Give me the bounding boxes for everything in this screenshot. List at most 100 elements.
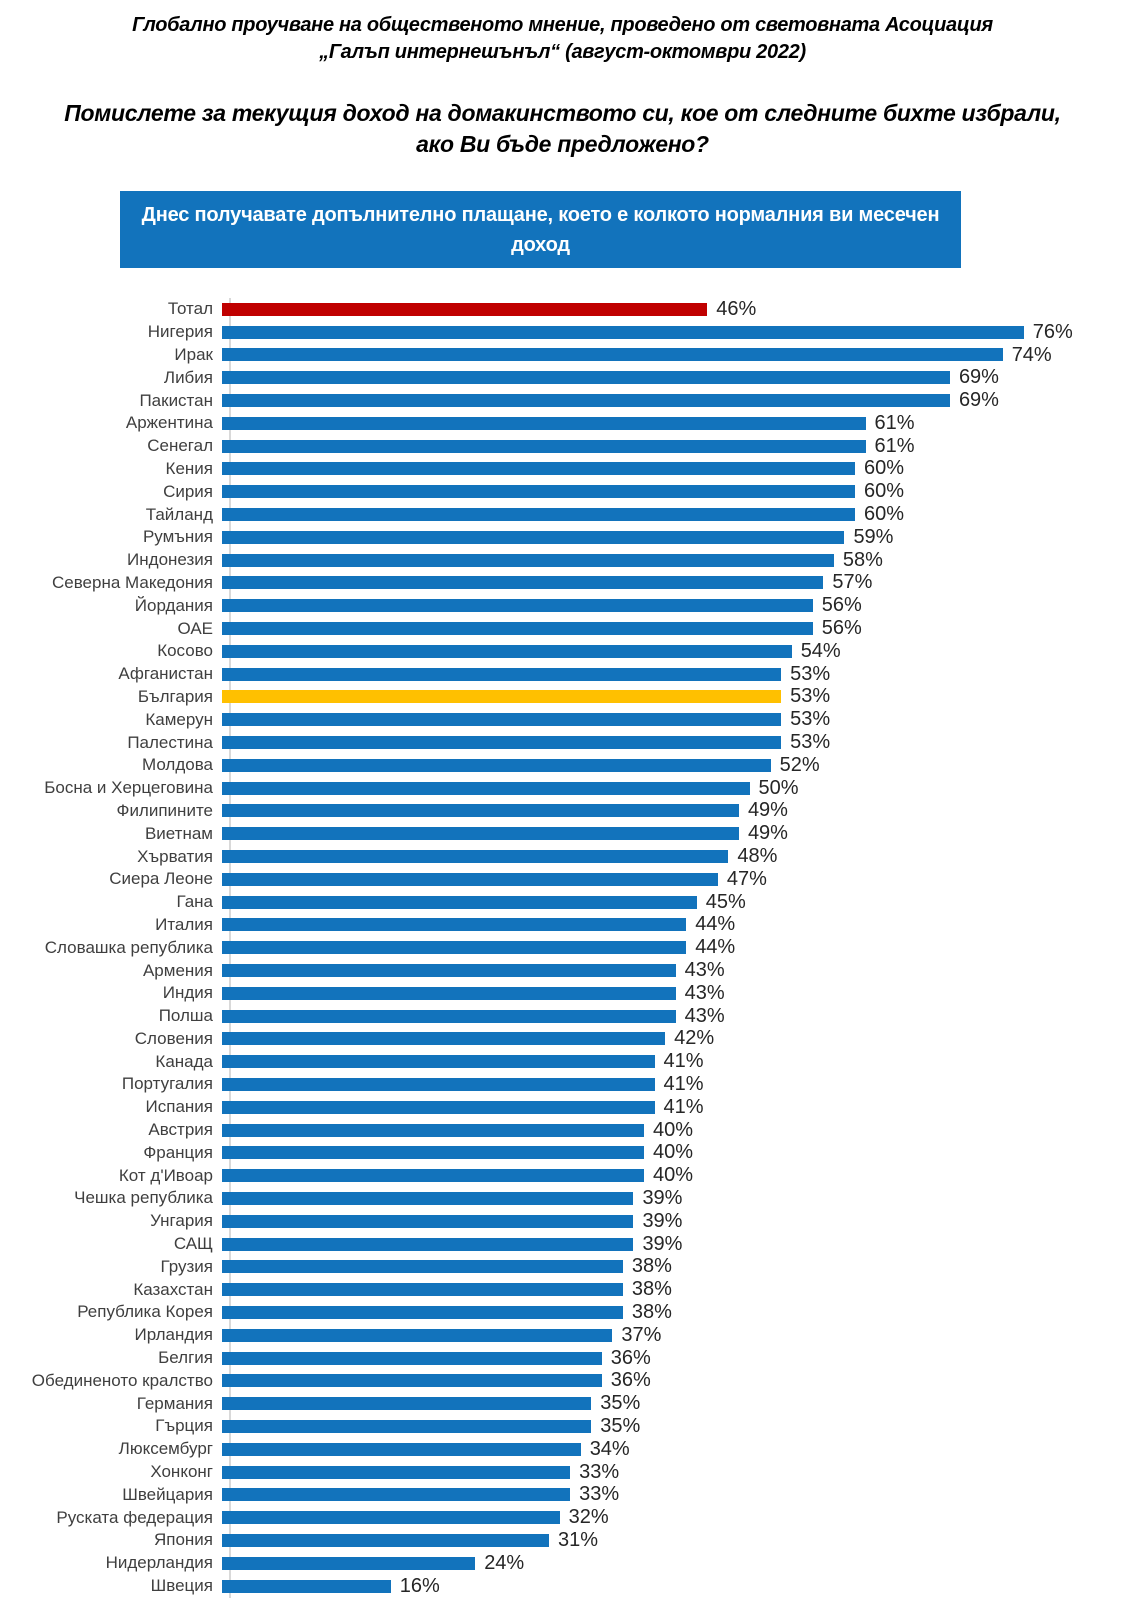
- value-label: 53%: [790, 708, 831, 731]
- category-label: Испания: [145, 1097, 213, 1117]
- chart-row: Грузия 38%: [0, 1255, 1125, 1278]
- value-bar: [222, 827, 739, 841]
- chart-row: Нидерландия 24%: [0, 1552, 1125, 1575]
- value-bar: [222, 1100, 655, 1114]
- chart-row: САЩ 39%: [0, 1233, 1125, 1256]
- chart-row: Полша 43%: [0, 1005, 1125, 1028]
- category-label: Италия: [155, 914, 213, 934]
- chart-row: Камерун 53%: [0, 708, 1125, 731]
- value-bar: [222, 1260, 623, 1274]
- chart-row: Словения 42%: [0, 1027, 1125, 1051]
- chart-row: Швеция 16%: [0, 1575, 1125, 1598]
- category-label: Канада: [155, 1051, 213, 1071]
- chart-row: Армения 43%: [0, 959, 1125, 982]
- chart-row: ОАЕ 56%: [0, 617, 1125, 640]
- value-label: 38%: [631, 1300, 672, 1323]
- chart-row: Босна и Херцеговина 50%: [0, 777, 1125, 800]
- answer-option-banner: Днес получавате допълнително плащане, ко…: [120, 191, 961, 268]
- category-label: Тотал: [167, 299, 213, 319]
- category-label: Хонконг: [150, 1462, 213, 1482]
- value-bar: [222, 1032, 666, 1046]
- value-bar: [222, 485, 855, 499]
- value-bar: [222, 1237, 634, 1251]
- value-label: 35%: [600, 1414, 641, 1437]
- value-label: 32%: [568, 1506, 609, 1529]
- value-label: 33%: [579, 1460, 620, 1483]
- value-bar: [222, 394, 950, 408]
- value-bar: [222, 986, 676, 1000]
- value-label: 39%: [642, 1209, 683, 1232]
- category-label: Сенегал: [147, 436, 213, 456]
- value-label: 35%: [600, 1392, 641, 1415]
- category-label: Руската федерация: [56, 1507, 213, 1527]
- value-bar: [222, 1351, 602, 1365]
- chart-row: Унгария 39%: [0, 1210, 1125, 1233]
- category-label: Виетнам: [144, 823, 213, 843]
- value-bar: [222, 895, 697, 909]
- category-label: Либия: [163, 367, 213, 387]
- bar-chart: Тотал 46% Нигерия 76% Ирак 74% Либия 69% Пакиста…: [0, 298, 1125, 1600]
- value-bar: [222, 1055, 655, 1069]
- value-bar: [222, 804, 739, 818]
- value-bar: [222, 1442, 581, 1456]
- category-label: Филипините: [116, 800, 213, 820]
- value-label: 37%: [621, 1323, 662, 1346]
- value-bar: [222, 1009, 676, 1023]
- value-label: 36%: [610, 1369, 651, 1392]
- category-label: Кения: [165, 458, 213, 478]
- value-bar: [222, 371, 950, 385]
- value-bar: [222, 758, 771, 772]
- chart-row: Хърватия 48%: [0, 845, 1125, 868]
- value-label: 69%: [958, 389, 999, 412]
- chart-row: Гърция 35%: [0, 1415, 1125, 1438]
- value-bar: [222, 462, 855, 476]
- value-label: 39%: [642, 1232, 683, 1255]
- value-label: 57%: [832, 571, 873, 594]
- value-label: 69%: [958, 366, 999, 389]
- value-bar: [222, 530, 845, 544]
- category-label: Швеция: [150, 1576, 213, 1596]
- chart-row: Сенегал 61%: [0, 435, 1125, 458]
- value-bar: [222, 1077, 655, 1091]
- category-label: Полша: [158, 1006, 213, 1026]
- value-bar: [222, 872, 718, 886]
- value-bar: [222, 1214, 634, 1228]
- chart-row: Италия 44%: [0, 913, 1125, 937]
- value-label: 45%: [705, 890, 746, 913]
- chart-row: Индия 43%: [0, 982, 1125, 1005]
- chart-row: Хонконг 33%: [0, 1461, 1125, 1484]
- value-label: 74%: [1011, 343, 1052, 366]
- value-bar: [222, 1305, 623, 1319]
- value-label: 44%: [695, 913, 736, 936]
- value-bar: [222, 325, 1024, 339]
- category-label: Люксембург: [118, 1439, 213, 1459]
- category-label: Швейцария: [122, 1484, 213, 1504]
- category-label: Гърция: [155, 1416, 213, 1436]
- value-label: 52%: [779, 753, 820, 776]
- value-label: 41%: [663, 1050, 704, 1073]
- chart-row: Ирак 74%: [0, 344, 1125, 367]
- category-label: Кот д'Ивоар: [118, 1165, 213, 1185]
- category-label: Ирландия: [134, 1325, 213, 1345]
- category-label: Нигерия: [147, 322, 213, 342]
- value-label: 61%: [874, 411, 915, 434]
- chart-row: Канада 41%: [0, 1050, 1125, 1073]
- category-label: Гана: [176, 892, 213, 912]
- chart-row: Обединеното кралство 36%: [0, 1369, 1125, 1392]
- chart-row: Либия 69%: [0, 366, 1125, 389]
- category-label: Германия: [136, 1393, 213, 1413]
- value-label: 50%: [758, 776, 799, 799]
- value-bar: [222, 439, 866, 453]
- chart-row: Палестина 53%: [0, 731, 1125, 754]
- chart-row: Молдова 52%: [0, 754, 1125, 777]
- category-label: Босна и Херцеговина: [44, 778, 213, 798]
- category-label: Индия: [162, 983, 213, 1003]
- value-label: 46%: [716, 297, 757, 320]
- chart-row: Сиера Леоне 47%: [0, 868, 1125, 891]
- value-bar: [222, 1283, 623, 1297]
- category-label: Казахстан: [133, 1279, 213, 1299]
- chart-row: България 53%: [0, 685, 1125, 709]
- value-label: 54%: [800, 639, 841, 662]
- chart-row: Гана 45%: [0, 891, 1125, 914]
- chart-row: Словашка република 44%: [0, 936, 1125, 959]
